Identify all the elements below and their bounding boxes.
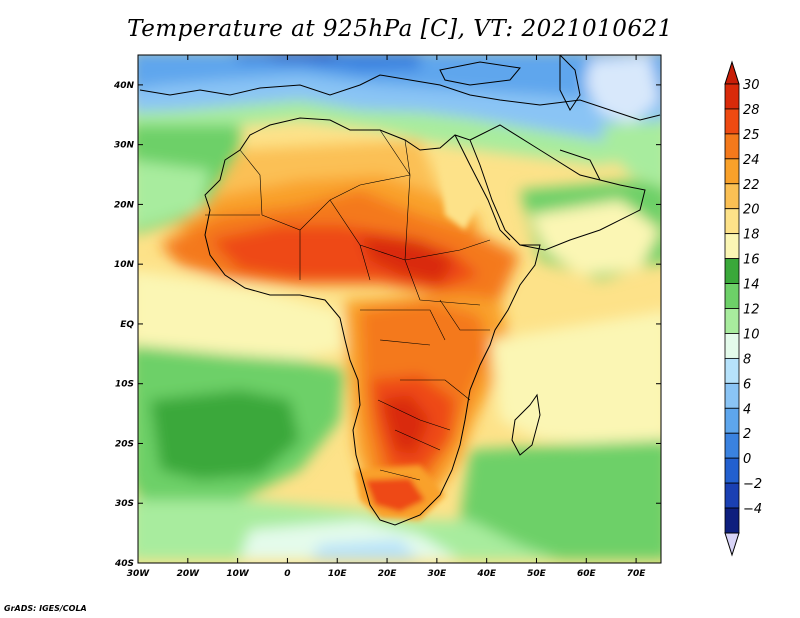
- colorbar-label: 22: [743, 178, 760, 193]
- colorbar-swatch: [724, 382, 740, 409]
- colorbar-swatch: [724, 457, 740, 484]
- colorbar-label: 25: [743, 128, 760, 143]
- temperature-field: [138, 55, 661, 563]
- lat-tick-label: EQ: [120, 320, 134, 330]
- red-sea-outline: [454, 134, 511, 241]
- colorbar-swatch: [724, 108, 740, 135]
- colorbar-label: 4: [743, 402, 751, 417]
- madagascar-outline: [511, 393, 541, 456]
- lon-tick-label: 50E: [527, 569, 547, 579]
- lon-tick-label: 10E: [328, 569, 348, 579]
- colorbar-label: 14: [743, 278, 760, 293]
- colorbar-label: 6: [743, 377, 751, 392]
- coastline-outlines: [139, 55, 661, 526]
- plot-frame: [137, 54, 662, 564]
- colorbar-swatch: [724, 158, 740, 185]
- colorbar-label: 30: [743, 78, 760, 93]
- colorbar-label: −2: [743, 477, 762, 492]
- longitude-axis: 30W 20W 10W 0 10E 20E 30E 40E 50E 60E 70E: [127, 55, 647, 579]
- arabia-outline: [469, 124, 646, 251]
- lon-tick-label: 70E: [627, 569, 647, 579]
- lat-tick-label: 10N: [114, 260, 135, 270]
- persian-gulf-outline: [559, 149, 601, 181]
- colorbar-label: 18: [743, 228, 760, 243]
- colorbar-swatch: [724, 333, 740, 359]
- colorbar-label: 20: [743, 203, 760, 218]
- lon-tick-label: 40E: [476, 569, 497, 579]
- colorbar-label: −4: [743, 502, 762, 517]
- lon-tick-label: 30W: [127, 569, 151, 579]
- lon-tick-label: 20W: [177, 569, 201, 579]
- lon-tick-label: 60E: [577, 569, 597, 579]
- europe-coastline: [139, 74, 661, 121]
- chart-title: Temperature at 925hPa [C], VT: 202101062…: [127, 16, 673, 42]
- lat-tick-label: 40N: [113, 81, 135, 91]
- colorbar-swatch: [724, 208, 740, 235]
- colorbar-label: 10: [743, 327, 760, 342]
- colorbar-swatch: [724, 83, 740, 110]
- colorbar-label: 16: [743, 253, 760, 268]
- colorbar-swatch: [724, 233, 740, 260]
- colorbar-label: 12: [743, 303, 760, 318]
- lat-tick-label: 10S: [115, 380, 134, 390]
- lat-tick-label: 20N: [114, 200, 135, 210]
- colorbar-swatch: [724, 407, 740, 434]
- lat-tick-label: 40S: [114, 559, 134, 569]
- colorbar-swatch: [724, 507, 740, 534]
- colorbar-swatch: [724, 357, 740, 384]
- colorbar-swatch: [724, 308, 740, 334]
- colorbar-swatch: [724, 283, 740, 309]
- colorbar-swatch: [724, 482, 740, 509]
- lon-tick-label: 20E: [378, 569, 398, 579]
- lat-tick-label: 30S: [115, 499, 134, 509]
- colorbar-swatch: [724, 183, 740, 210]
- colorbar-label: 24: [743, 153, 760, 168]
- colorbar-label: 0: [743, 452, 751, 467]
- africa-coastline: [204, 117, 541, 526]
- lon-tick-label: 10W: [226, 569, 250, 579]
- colorbar-swatch: [724, 432, 740, 459]
- latitude-axis: 40N 30N 20N 10N EQ 10S 20S 30S 40S: [113, 81, 661, 569]
- colorbar-label: 8: [743, 352, 751, 367]
- lat-tick-label: 30N: [114, 141, 135, 151]
- lat-tick-label: 20S: [115, 439, 134, 449]
- lon-tick-label: 30E: [428, 569, 448, 579]
- lon-tick-label: 0: [284, 569, 290, 579]
- black-sea-outline: [439, 61, 521, 86]
- colorbar-swatch: [724, 133, 740, 160]
- grads-credit: GrADS: IGES/COLA: [4, 604, 87, 613]
- colorbar-bottom-arrow: [724, 532, 740, 557]
- colorbar-label: 28: [743, 103, 760, 118]
- colorbar-top-arrow: [724, 60, 740, 85]
- colorbar-label: 2: [743, 427, 751, 442]
- caspian-outline: [559, 55, 581, 111]
- colorbar-swatch: [724, 258, 740, 284]
- country-borders: [205, 129, 491, 481]
